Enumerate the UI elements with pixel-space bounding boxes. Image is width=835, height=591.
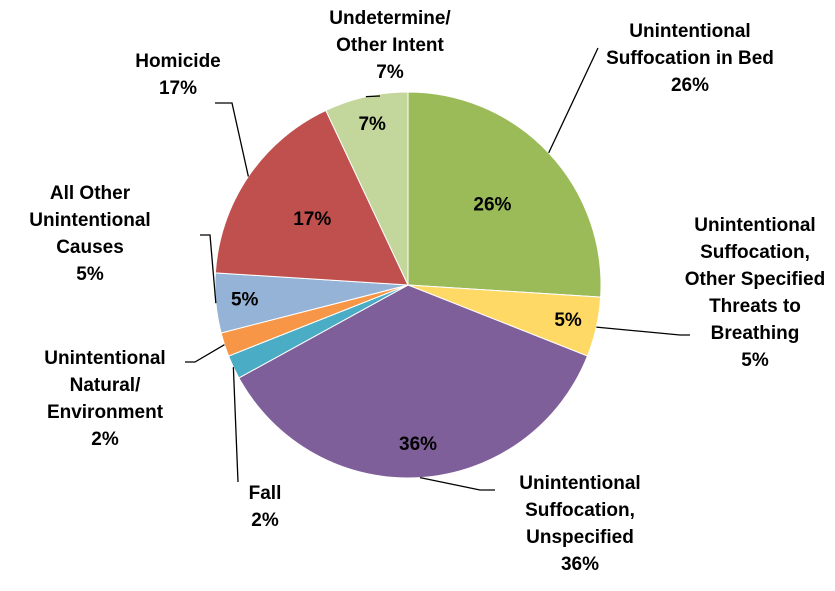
category-label: Homicide: [135, 51, 221, 72]
category-label: Unintentional Natural/ Environment: [44, 348, 166, 423]
category-label: Unintentional Suffocation, Other Specifi…: [684, 215, 826, 344]
leader-line: [185, 344, 225, 363]
value-label: 5%: [76, 264, 104, 285]
leader-line: [232, 367, 239, 483]
slice-label: Unintentional Suffocation in Bed 26%: [603, 18, 778, 99]
leader-line: [548, 47, 599, 154]
value-label: 7%: [376, 62, 404, 83]
category-label: Fall: [248, 483, 282, 504]
slice-label: Undetermine/ Other Intent 7%: [320, 5, 460, 86]
category-label: All Other Unintentional Causes: [29, 183, 151, 258]
value-label: 2%: [251, 510, 279, 531]
value-label: 17%: [158, 78, 198, 99]
value-label: 5%: [741, 350, 769, 371]
inner-value-label: 5%: [231, 289, 259, 310]
inner-value-label: 17%: [293, 209, 331, 230]
slice-label: Unintentional Suffocation, Unspecified 36…: [490, 470, 670, 578]
pie-slice: [407, 91, 602, 298]
leader-line: [596, 326, 690, 336]
inner-value-label: 26%: [473, 195, 511, 216]
inner-value-label: 7%: [358, 114, 386, 135]
slice-label: Unintentional Natural/ Environment 2%: [18, 345, 193, 453]
value-label: 2%: [91, 429, 119, 450]
slice-label: Unintentional Suffocation, Other Specifi…: [680, 212, 830, 374]
slice-label: Homicide 17%: [118, 48, 238, 102]
leader-line: [365, 95, 381, 98]
category-label: Unintentional Suffocation, Unspecified: [519, 473, 641, 548]
inner-value-label: 5%: [554, 310, 582, 331]
value-label: 26%: [670, 75, 710, 96]
pie-slice: [238, 284, 589, 479]
leader-line: [200, 234, 217, 304]
value-label: 36%: [560, 554, 600, 575]
slice-label: Fall 2%: [235, 480, 295, 534]
category-label: Unintentional Suffocation in Bed: [606, 21, 774, 69]
slice-label: All Other Unintentional Causes 5%: [18, 180, 163, 288]
leader-line: [215, 102, 250, 177]
inner-value-label: 36%: [399, 434, 437, 455]
leader-line: [419, 476, 495, 491]
category-label: Undetermine/ Other Intent: [329, 8, 451, 56]
